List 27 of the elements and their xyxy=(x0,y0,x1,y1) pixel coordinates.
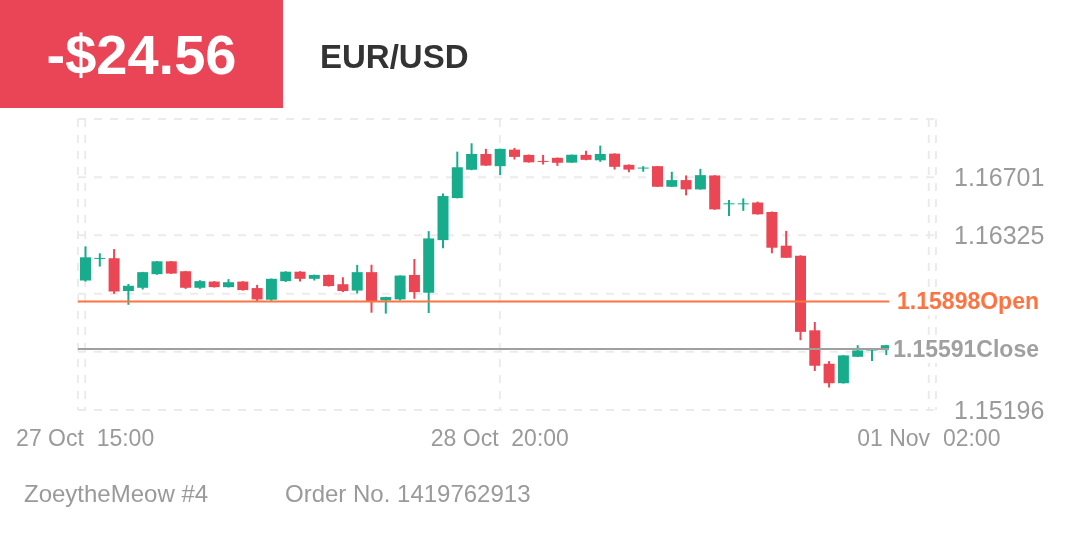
candlestick xyxy=(494,147,506,177)
candlestick xyxy=(351,263,363,295)
y-tick-label: 1.16701 xyxy=(954,163,1045,192)
y-tick-label: 1.15196 xyxy=(954,395,1045,424)
ref-line-label: 1.15591Close xyxy=(893,335,1039,362)
chart-title: EUR/USD xyxy=(320,38,469,76)
candlestick xyxy=(94,252,106,268)
candlestick xyxy=(122,282,134,306)
candlestick xyxy=(680,174,692,197)
text: -$24.56 xyxy=(0,0,283,108)
text: Order No. 1419762913 xyxy=(285,480,531,508)
candlestick xyxy=(723,199,735,217)
candlestick xyxy=(694,167,706,191)
x-tick-label: 28 Oct 20:00 xyxy=(430,425,569,451)
ref-line-label: 1.15898Open xyxy=(897,288,1039,315)
candlestick xyxy=(80,245,91,283)
candlestick xyxy=(823,360,835,389)
candlestick xyxy=(637,165,649,173)
candlestick xyxy=(466,142,478,172)
candlestick xyxy=(780,229,792,259)
candlestick xyxy=(394,274,406,302)
x-tick-label: 01 Nov 02:00 xyxy=(857,425,1001,451)
candlestick xyxy=(737,197,749,212)
x-tick-label: 27 Oct 15:00 xyxy=(16,425,155,451)
y-tick-label: 1.16325 xyxy=(954,221,1045,250)
text: ZoeytheMeow #4 xyxy=(24,480,209,508)
candlestick xyxy=(408,258,420,300)
